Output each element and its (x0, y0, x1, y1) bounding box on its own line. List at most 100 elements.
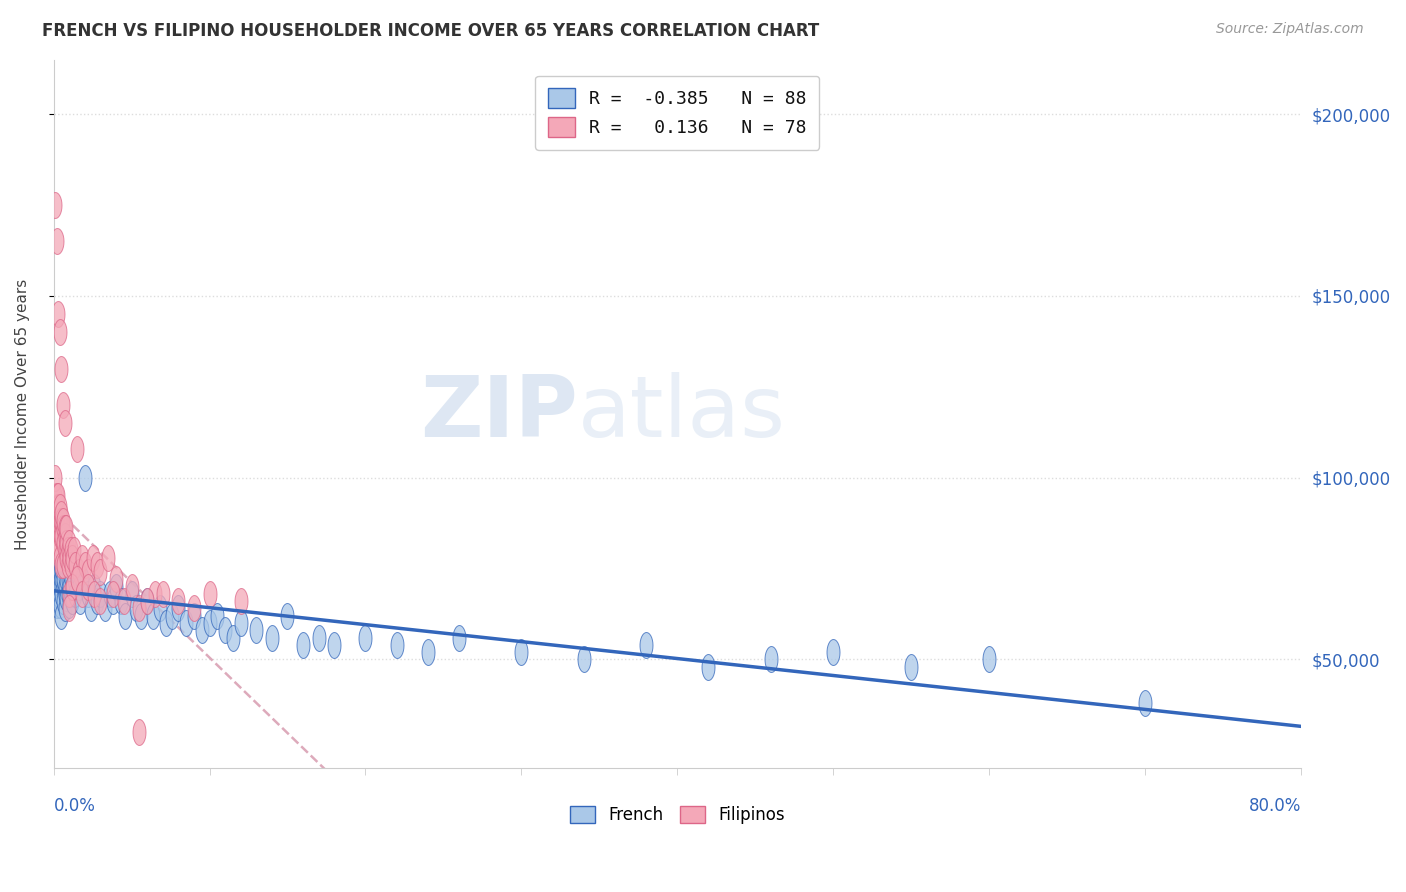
Point (447, 631, 470, 645)
Point (229, 615, 252, 630)
Point (46, 587, 69, 601)
Point (66, 565, 89, 579)
Point (167, 601, 190, 615)
Point (52, 558, 75, 572)
Point (89, 587, 111, 601)
Point (86, 558, 108, 572)
Point (58, 565, 80, 579)
Point (207, 608, 229, 623)
Point (112, 594, 135, 608)
Point (53, 580, 76, 594)
Point (65, 587, 87, 601)
Point (86, 594, 108, 608)
Point (45, 489, 67, 503)
Point (49, 580, 72, 594)
Point (46, 573, 69, 587)
Point (55, 573, 77, 587)
Point (183, 608, 205, 623)
Point (52, 594, 75, 608)
Text: ZIP: ZIP (419, 373, 578, 456)
Point (183, 601, 205, 615)
Point (149, 601, 172, 615)
Point (55, 521, 77, 535)
Point (128, 601, 150, 615)
Point (46, 507, 69, 521)
Point (44, 489, 66, 503)
Point (60, 580, 83, 594)
Point (51, 608, 73, 623)
Point (900, 659, 922, 673)
Point (49, 514, 72, 528)
Point (101, 587, 124, 601)
Point (45, 500, 67, 514)
Point (70, 573, 93, 587)
Point (136, 594, 159, 608)
Point (53, 601, 76, 615)
Point (65, 558, 87, 572)
Point (80, 601, 103, 615)
Point (67, 580, 90, 594)
Point (51, 587, 73, 601)
Point (55, 536, 77, 550)
Point (51, 558, 73, 572)
Point (58, 550, 80, 565)
Point (44, 507, 66, 521)
Point (73, 470, 96, 484)
Point (128, 725, 150, 739)
Point (121, 580, 143, 594)
Point (58, 580, 80, 594)
Point (58, 598, 80, 612)
Point (51, 514, 73, 528)
Point (46, 543, 69, 558)
Point (49, 325, 72, 339)
Point (97, 550, 120, 565)
Point (94, 601, 117, 615)
Point (104, 573, 127, 587)
Point (59, 543, 82, 558)
Point (56, 543, 79, 558)
Point (977, 652, 1000, 666)
Text: atlas: atlas (578, 373, 786, 456)
Point (51, 361, 73, 376)
Point (59, 573, 82, 587)
Text: FRENCH VS FILIPINO HOUSEHOLDER INCOME OVER 65 YEARS CORRELATION CHART: FRENCH VS FILIPINO HOUSEHOLDER INCOME OV… (42, 22, 820, 40)
Point (53, 543, 76, 558)
Point (44, 525, 66, 540)
Point (155, 615, 177, 630)
Point (245, 624, 267, 638)
Point (83, 587, 105, 601)
Point (56, 587, 79, 601)
Point (70, 550, 93, 565)
Point (56, 573, 79, 587)
Point (49, 500, 72, 514)
Point (67, 565, 90, 579)
Point (55, 591, 77, 605)
Point (53, 587, 76, 601)
Point (160, 608, 183, 623)
Point (55, 558, 77, 572)
Point (44, 587, 66, 601)
Point (129, 608, 152, 623)
Point (66, 442, 89, 456)
Point (354, 631, 377, 645)
Point (142, 608, 165, 623)
Point (51, 507, 73, 521)
Legend: R =  -0.385   N = 88, R =   0.136   N = 78: R = -0.385 N = 88, R = 0.136 N = 78 (536, 76, 820, 150)
Point (416, 645, 439, 659)
Point (77, 580, 100, 594)
Point (510, 645, 533, 659)
Point (198, 615, 221, 630)
Point (114, 608, 136, 623)
Point (53, 521, 76, 535)
Point (260, 631, 283, 645)
Point (44, 514, 66, 528)
Point (56, 558, 79, 572)
Point (46, 489, 69, 503)
Point (52, 521, 75, 535)
Point (174, 615, 197, 630)
Point (52, 573, 75, 587)
Point (276, 608, 298, 623)
Text: Source: ZipAtlas.com: Source: ZipAtlas.com (1216, 22, 1364, 37)
Text: 80.0%: 80.0% (1249, 797, 1301, 815)
Point (49, 529, 72, 543)
